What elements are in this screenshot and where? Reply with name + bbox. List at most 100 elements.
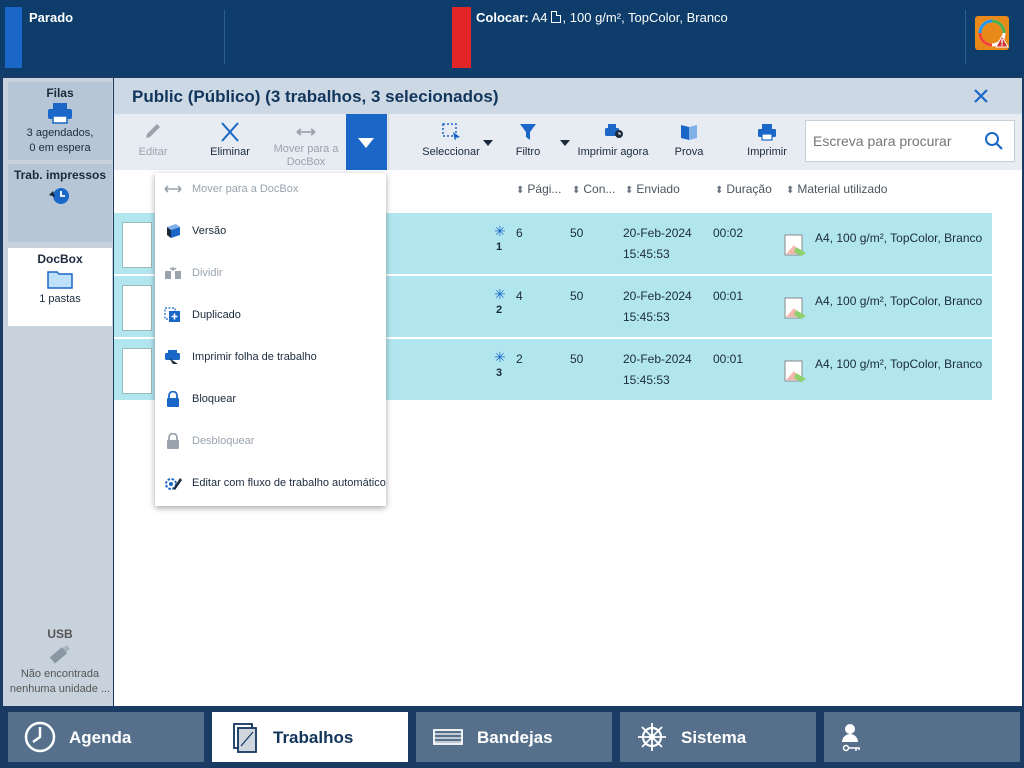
proof-button[interactable]: Prova xyxy=(666,114,712,170)
version-icon xyxy=(167,224,180,238)
print-now-button[interactable]: Imprimir agora xyxy=(576,114,650,170)
snowflake-icon: ✳ xyxy=(494,286,506,302)
folder-icon xyxy=(47,271,73,289)
menu-item-label: Desbloquear xyxy=(192,435,255,447)
move-arrows-icon xyxy=(164,185,182,193)
unlock-icon xyxy=(167,433,179,449)
job-sent-date: 20-Feb-2024 xyxy=(623,289,692,303)
print-worksheet-icon xyxy=(165,350,180,364)
menu-item-duplicate[interactable]: Duplicado xyxy=(155,294,386,336)
move-arrows-icon xyxy=(296,128,316,136)
user-key-icon xyxy=(842,724,860,752)
job-media: A4, 100 g/m², TopColor, Branco xyxy=(815,231,983,245)
search-input[interactable] xyxy=(813,133,978,149)
menu-item-label: Imprimir folha de trabalho xyxy=(192,351,317,363)
column-header-duration[interactable]: Duração xyxy=(715,182,771,196)
nav-agenda-button[interactable]: Agenda xyxy=(8,712,204,762)
paper-icon xyxy=(550,11,561,23)
job-pages: 2 xyxy=(516,352,523,366)
helm-icon xyxy=(638,723,666,751)
move-docbox-button[interactable]: Mover para a DocBox xyxy=(270,114,342,170)
menu-item-print-worksheet[interactable]: Imprimir folha de trabalho xyxy=(155,336,386,378)
delete-icon xyxy=(221,122,239,142)
page-title: Public (Público) (3 trabalhos, 3 selecio… xyxy=(132,87,499,106)
print-now-label: Imprimir agora xyxy=(577,146,649,158)
job-thumbnail xyxy=(122,285,152,331)
job-duration: 00:01 xyxy=(713,352,744,366)
edit-button[interactable]: Editar xyxy=(124,114,182,170)
menu-item-move-docbox[interactable]: Mover para a DocBox xyxy=(155,168,386,210)
nav-user-button[interactable] xyxy=(824,712,1020,762)
menu-item-label: Editar com fluxo de trabalho automático xyxy=(192,477,386,489)
sidebar-item-printed-jobs[interactable]: Trab. impressos xyxy=(8,164,112,242)
bottom-navigation: Agenda Trabalhos Bandejas Sistema xyxy=(0,706,1024,768)
nav-bandejas-button[interactable]: Bandejas xyxy=(416,712,612,762)
menu-item-lock[interactable]: Bloquear xyxy=(155,378,386,420)
color-alert-icon[interactable] xyxy=(975,16,1009,50)
sidebar-item-label: USB xyxy=(47,627,73,641)
search-icon[interactable] xyxy=(984,131,1004,151)
pencil-icon xyxy=(146,124,160,138)
queue-waiting: 0 em espera xyxy=(29,142,91,154)
proof-label: Prova xyxy=(674,146,704,158)
sidebar: Filas 3 agendados, 0 em espera Trab. imp… xyxy=(3,78,113,706)
media-icon xyxy=(784,297,806,319)
status-divider xyxy=(224,10,225,64)
sidebar-item-label: DocBox xyxy=(37,252,83,266)
job-sent-time: 15:45:53 xyxy=(623,247,670,261)
job-index: 2 xyxy=(496,304,503,316)
column-header-media[interactable]: Material utilizado xyxy=(786,182,887,196)
history-icon xyxy=(49,188,69,204)
job-index: 3 xyxy=(496,367,503,379)
job-media: A4, 100 g/m², TopColor, Branco xyxy=(815,294,983,308)
filter-dropdown-caret[interactable] xyxy=(560,140,570,146)
menu-item-split[interactable]: Dividir xyxy=(155,252,386,294)
docbox-folder-count: 1 pastas xyxy=(39,293,81,305)
sidebar-item-filas[interactable]: Filas 3 agendados, 0 em espera xyxy=(8,82,112,160)
select-dropdown-caret[interactable] xyxy=(483,140,493,146)
more-actions-button[interactable] xyxy=(346,114,387,170)
load-media-label: Colocar: xyxy=(476,10,529,25)
printer-icon xyxy=(758,124,776,141)
job-duration: 00:01 xyxy=(713,289,744,303)
printer-status-indicator xyxy=(5,7,22,68)
status-divider xyxy=(965,10,966,64)
sidebar-item-label: Trab. impressos xyxy=(13,168,107,182)
jobs-icon xyxy=(233,723,257,753)
search-field[interactable] xyxy=(805,120,1015,162)
nav-trabalhos-button[interactable]: Trabalhos xyxy=(212,712,408,762)
column-header-pages[interactable]: Pági... xyxy=(516,182,561,196)
column-header-sent[interactable]: Enviado xyxy=(625,182,679,196)
job-copies: 50 xyxy=(570,352,584,366)
select-icon xyxy=(442,123,460,141)
job-index: 1 xyxy=(496,241,503,253)
filter-button[interactable]: Filtro xyxy=(506,114,550,170)
sidebar-item-docbox[interactable]: DocBox 1 pastas xyxy=(8,248,112,326)
filter-label: Filtro xyxy=(515,146,541,158)
lock-icon xyxy=(167,391,179,407)
close-button[interactable] xyxy=(970,85,992,107)
menu-item-version[interactable]: Versão xyxy=(155,210,386,252)
sidebar-item-usb[interactable]: USB Não encontrada nenhuma unidade ... xyxy=(8,623,112,703)
menu-item-label: Bloquear xyxy=(192,393,237,405)
nav-sistema-button[interactable]: Sistema xyxy=(620,712,816,762)
menu-item-edit-workflow[interactable]: Editar com fluxo de trabalho automático xyxy=(155,462,386,504)
delete-button[interactable]: Eliminar xyxy=(202,114,258,170)
load-media-message[interactable]: Colocar: A4 , 100 g/m², TopColor, Branco xyxy=(476,10,728,25)
menu-item-unlock[interactable]: Desbloquear xyxy=(155,420,386,462)
queue-scheduled: 3 agendados, xyxy=(26,127,94,139)
workflow-edit-icon xyxy=(165,478,182,490)
select-button[interactable]: Seleccionar xyxy=(420,114,482,170)
column-header-copies[interactable]: Con... xyxy=(572,182,615,196)
menu-item-label: Dividir xyxy=(192,267,223,279)
status-bar: Parado Colocar: A4 , 100 g/m², TopColor, … xyxy=(0,0,1024,76)
trays-icon xyxy=(433,729,463,745)
toolbar: Editar Eliminar Mover para a DocBox Sele… xyxy=(114,114,1022,170)
job-thumbnail xyxy=(122,348,152,394)
job-sent-date: 20-Feb-2024 xyxy=(623,352,692,366)
sidebar-item-label: Filas xyxy=(46,86,74,100)
media-icon xyxy=(784,360,806,382)
nav-label: Agenda xyxy=(69,728,132,747)
print-button[interactable]: Imprimir xyxy=(742,114,792,170)
paper-size: A4 xyxy=(531,10,548,25)
